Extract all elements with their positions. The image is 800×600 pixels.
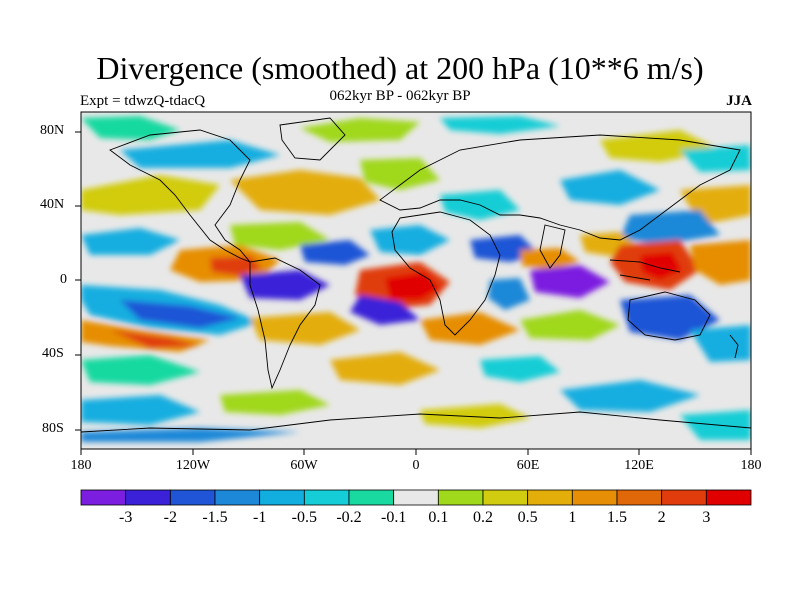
- colorbar-swatch: [214, 489, 261, 506]
- colorbar-label: -0.5: [291, 509, 317, 526]
- colorbar-label: -1: [252, 509, 267, 526]
- colorbar-swatch: [661, 489, 707, 506]
- colorbar-label: -2: [163, 509, 177, 526]
- experiment-label: Expt = tdwzQ-tdacQ: [80, 93, 206, 109]
- colorbar-label: 3: [702, 509, 711, 526]
- colorbar-swatch: [125, 489, 171, 506]
- coastlines: [81, 117, 751, 433]
- season-label: JJA: [726, 93, 752, 109]
- colorbar-swatch: [705, 489, 752, 506]
- field-layer: [81, 112, 751, 449]
- colorbar-swatch: [527, 489, 573, 506]
- colorbar-label: 0.2: [473, 509, 493, 526]
- colorbar-label: 2: [657, 509, 666, 526]
- map-subtitle: 062kyr BP - 062kyr BP: [329, 88, 471, 104]
- lon-label-60w: 60W: [290, 458, 318, 473]
- colorbar-label: 0.5: [517, 509, 538, 526]
- colorbar-swatch: [616, 489, 663, 506]
- colorbar-label: -0.1: [380, 509, 407, 526]
- lon-label-180w: 180: [70, 458, 92, 473]
- lon-label-0: 0: [412, 458, 420, 473]
- colorbar-label: 1.5: [607, 509, 627, 526]
- colorbar-label: -1.5: [202, 509, 228, 526]
- colorbar-label: -3: [118, 509, 133, 526]
- colorbar-swatch: [393, 489, 439, 506]
- colorbar-label: -0.2: [336, 509, 362, 526]
- lat-label-0: 0: [60, 272, 67, 287]
- colorbar-label: 1: [568, 509, 577, 526]
- colorbar-swatch: [169, 489, 216, 506]
- map-title: Divergence (smoothed) at 200 hPa (10**6 …: [96, 50, 704, 86]
- lon-label-120w: 120W: [175, 458, 211, 473]
- lat-label-80s: 80S: [42, 421, 64, 436]
- lon-label-60e: 60E: [516, 458, 540, 473]
- colorbar-swatch: [482, 489, 529, 506]
- lon-label-180e: 180: [740, 458, 762, 473]
- colorbar-swatch: [437, 489, 484, 506]
- colorbar: [80, 489, 752, 506]
- lon-label-120e: 120E: [624, 458, 654, 473]
- colorbar-swatch: [348, 489, 395, 506]
- colorbar-swatch: [571, 489, 618, 506]
- axis-ticks: [75, 131, 752, 455]
- lat-label-40n: 40N: [40, 197, 65, 212]
- lat-label-80n: 80N: [40, 123, 65, 138]
- colorbar-label: 0.1: [428, 509, 449, 526]
- colorbar-swatch: [259, 489, 305, 506]
- colorbar-swatch: [303, 489, 350, 506]
- lat-label-40s: 40S: [42, 346, 64, 361]
- colorbar-swatch: [80, 489, 127, 506]
